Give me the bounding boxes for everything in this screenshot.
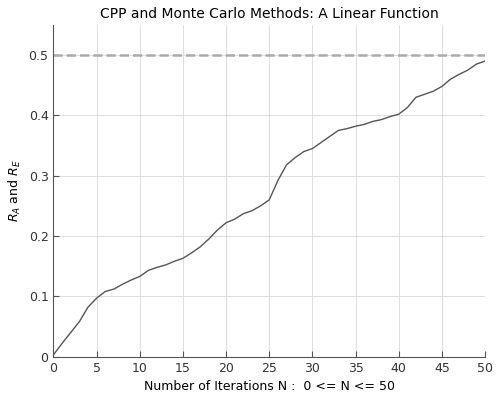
X-axis label: Number of Iterations N :  0 <= N <= 50: Number of Iterations N : 0 <= N <= 50 <box>144 380 395 393</box>
Y-axis label: $R_A$ and $R_E$: $R_A$ and $R_E$ <box>7 160 23 222</box>
Title: CPP and Monte Carlo Methods: A Linear Function: CPP and Monte Carlo Methods: A Linear Fu… <box>100 7 438 21</box>
